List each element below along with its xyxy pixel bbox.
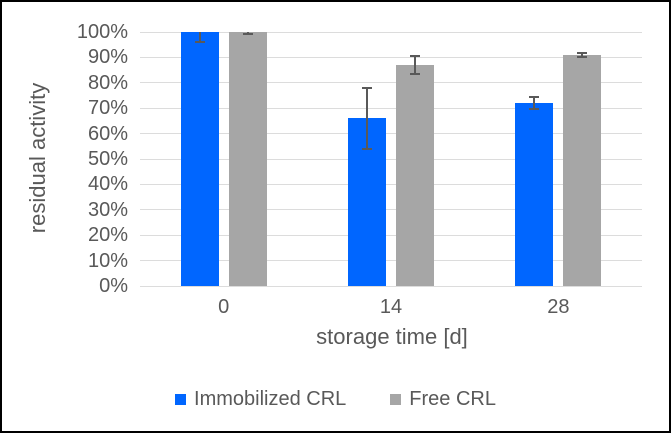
- error-bar-line-free-crl-14: [414, 56, 416, 74]
- bar-free-crl-0: [228, 32, 267, 286]
- bar-free-crl-14: [396, 65, 434, 286]
- y-tick-label-80: 80%: [87, 71, 128, 94]
- y-tick-label-70: 70%: [87, 97, 128, 120]
- y-tick-label-10: 10%: [87, 249, 128, 272]
- gridline-20: [140, 234, 642, 236]
- x-tick-label-0: 0: [218, 296, 230, 318]
- x-tick-label-28: 28: [547, 296, 570, 318]
- gridline-30: [140, 209, 642, 211]
- y-tick-label-30: 30%: [87, 198, 128, 221]
- x-tick-label-14: 14: [379, 296, 403, 318]
- gridline-70: [140, 107, 642, 109]
- error-bar-cap-bottom-free-crl-0: [242, 32, 253, 35]
- chart-legend: Immobilized CRL Free CRL: [2, 388, 669, 411]
- legend-label-free-crl: Free CRL: [409, 388, 496, 410]
- legend-swatch-free-crl: [390, 394, 402, 405]
- gridline-10: [140, 260, 642, 262]
- error-bar-cap-bottom-free-crl-28: [577, 55, 588, 58]
- gridline-60: [140, 133, 642, 135]
- bar-immobilized-crl-0: [180, 32, 219, 286]
- error-bar-cap-bottom-immobilized-crl-14: [362, 147, 372, 150]
- gridline-50: [140, 158, 642, 160]
- y-tick-label-20: 20%: [87, 224, 128, 247]
- gridline-0: [140, 285, 642, 287]
- y-tick-label-50: 50%: [87, 148, 128, 170]
- error-bar-line-free-crl-28: [581, 52, 584, 57]
- error-bar-cap-top-immobilized-crl-28: [529, 95, 540, 98]
- error-bar-cap-bottom-free-crl-14: [410, 72, 420, 75]
- x-axis-title: storage time [d]: [316, 324, 468, 349]
- bar-immobilized-crl-28: [515, 103, 554, 286]
- gridline-80: [140, 82, 642, 84]
- legend-label-immobilized-crl: Immobilized CRL: [194, 388, 347, 410]
- legend-item-immobilized-crl: Immobilized CRL: [175, 388, 346, 411]
- error-bar-cap-top-free-crl-14: [410, 55, 420, 58]
- gridline-40: [140, 183, 642, 185]
- y-tick-label-40: 40%: [87, 173, 128, 196]
- gridline-90: [140, 56, 642, 58]
- bar-free-crl-28: [563, 54, 602, 286]
- error-bar-line-immobilized-crl-14: [366, 87, 368, 149]
- y-tick-label-0: 0%: [99, 275, 128, 297]
- y-tick-label-90: 90%: [87, 46, 128, 69]
- error-bar-cap-bottom-immobilized-crl-0: [194, 41, 205, 44]
- legend-swatch-immobilized-crl: [175, 394, 187, 405]
- error-bar-line-immobilized-crl-28: [533, 96, 536, 110]
- error-bar-cap-top-immobilized-crl-14: [362, 86, 372, 89]
- error-bar-cap-bottom-immobilized-crl-28: [529, 108, 540, 111]
- error-bar-cap-top-free-crl-28: [577, 51, 588, 54]
- y-tick-label-60: 60%: [87, 122, 128, 145]
- gridline-100: [140, 31, 642, 33]
- legend-item-free-crl: Free CRL: [390, 388, 496, 411]
- error-bar-line-immobilized-crl-0: [198, 32, 201, 43]
- y-tick-label-100: 100%: [76, 21, 128, 43]
